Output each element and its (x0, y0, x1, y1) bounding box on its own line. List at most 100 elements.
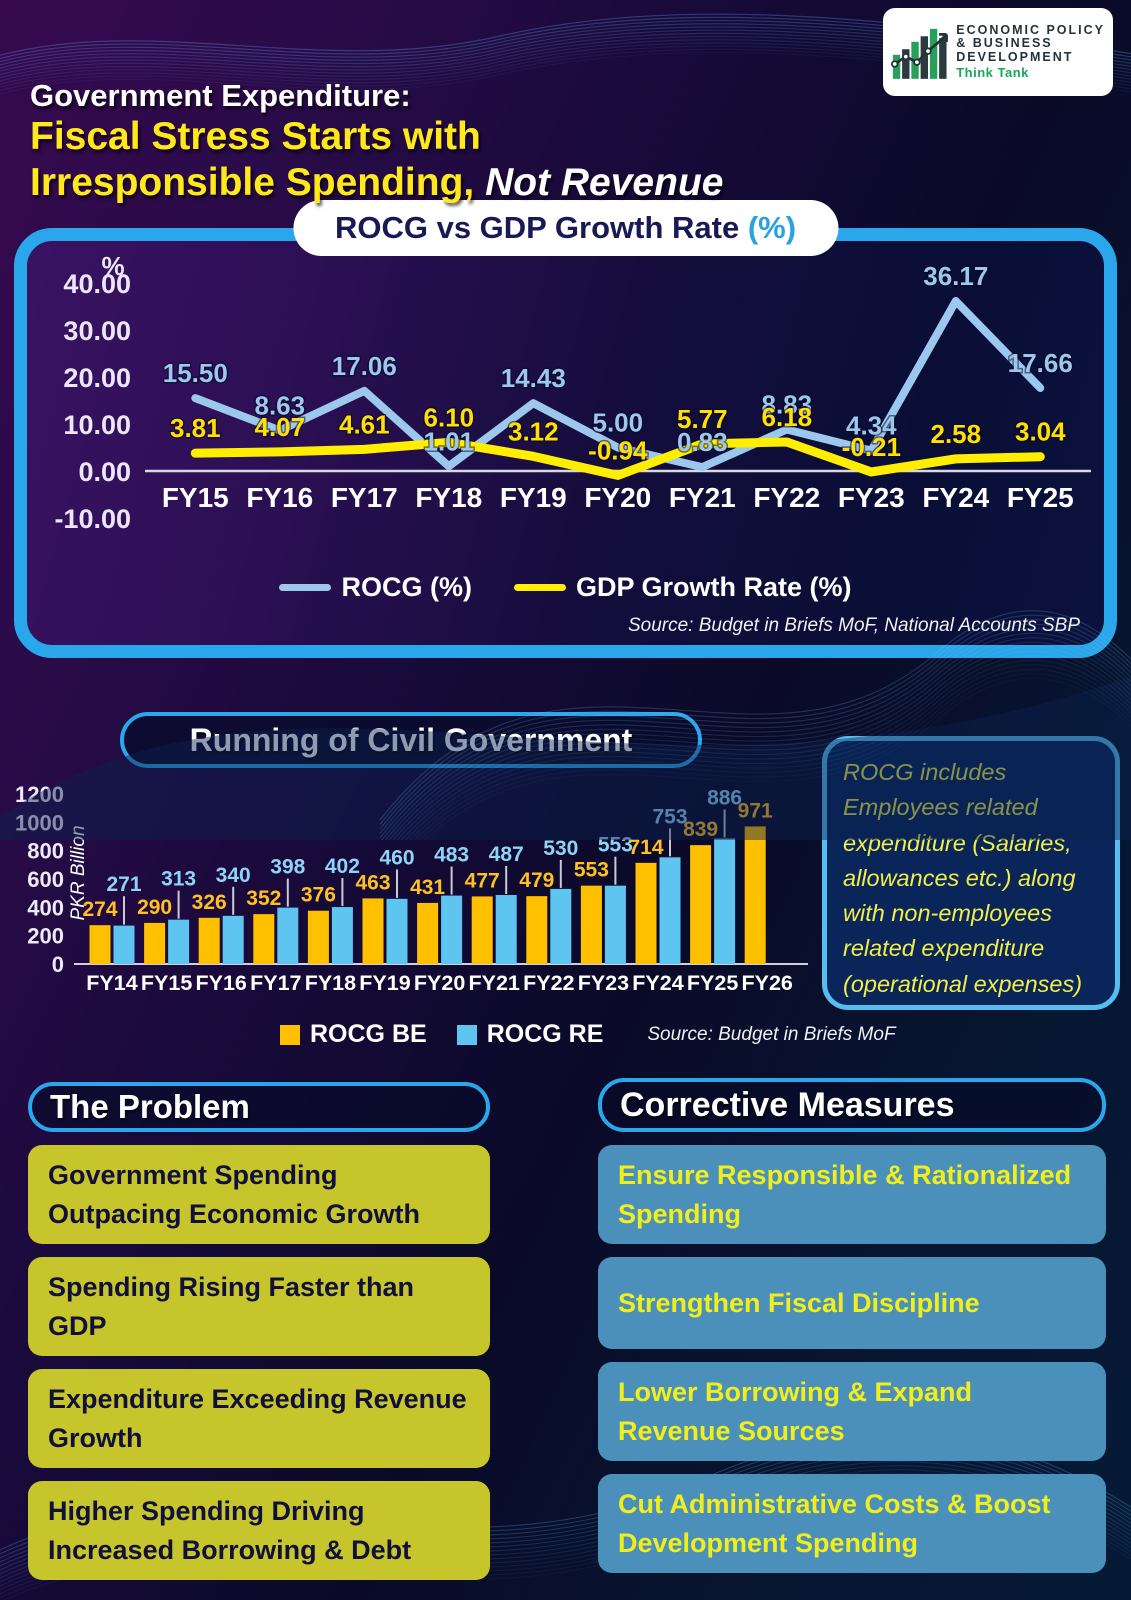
svg-text:%: % (101, 253, 124, 281)
svg-text:553: 553 (574, 859, 609, 882)
svg-text:PKR Billion: PKR Billion (68, 825, 89, 920)
measure-card-3: Lower Borrowing & Expand Revenue Sources (598, 1362, 1106, 1461)
svg-text:326: 326 (192, 891, 227, 914)
svg-text:4.34: 4.34 (846, 411, 897, 441)
svg-text:-0.94: -0.94 (588, 435, 648, 465)
svg-text:600: 600 (27, 867, 64, 892)
svg-text:FY25: FY25 (687, 971, 738, 995)
svg-text:290: 290 (137, 896, 172, 919)
svg-text:274: 274 (82, 898, 117, 921)
svg-text:0.00: 0.00 (78, 457, 131, 487)
title-line-3-emphasis: Not Revenue (485, 161, 724, 205)
svg-text:398: 398 (270, 856, 305, 879)
legend-item-rocg-be: ROCG BE (280, 1020, 427, 1049)
svg-text:553: 553 (598, 834, 633, 857)
svg-text:477: 477 (465, 869, 500, 892)
measure-card-2: Strengthen Fiscal Discipline (598, 1257, 1106, 1349)
measure-card-1: Ensure Responsible & Rationalized Spendi… (598, 1145, 1106, 1244)
svg-text:FY14: FY14 (86, 971, 137, 995)
problem-card-4: Higher Spending Driving Increased Borrow… (28, 1481, 490, 1580)
svg-text:40.00: 40.00 (63, 269, 131, 299)
svg-text:FY19: FY19 (359, 971, 410, 995)
rocg-line-swatch (279, 584, 332, 591)
svg-text:479: 479 (519, 869, 554, 892)
svg-text:FY16: FY16 (246, 482, 313, 513)
svg-text:FY23: FY23 (838, 482, 905, 513)
title-line-3: Irresponsible Spending, Not Revenue (30, 161, 724, 205)
svg-text:FY15: FY15 (141, 971, 192, 995)
svg-text:30.00: 30.00 (63, 316, 131, 346)
svg-text:FY24: FY24 (632, 971, 683, 995)
svg-text:FY17: FY17 (331, 482, 398, 513)
svg-text:FY17: FY17 (250, 971, 301, 995)
svg-text:FY15: FY15 (162, 482, 229, 513)
svg-text:463: 463 (355, 871, 390, 894)
svg-text:8.83: 8.83 (761, 389, 812, 419)
svg-text:3.04: 3.04 (1015, 417, 1066, 447)
legend-item-gdp: GDP Growth Rate (%) (513, 572, 852, 603)
svg-text:FY22: FY22 (523, 971, 574, 995)
svg-text:36.17: 36.17 (923, 261, 988, 291)
svg-text:3.81: 3.81 (170, 413, 221, 443)
svg-text:FY26: FY26 (742, 971, 793, 995)
svg-text:800: 800 (27, 839, 64, 864)
svg-text:FY20: FY20 (414, 971, 465, 995)
svg-text:4.07: 4.07 (254, 412, 305, 442)
line-chart-title-percent: (%) (747, 210, 797, 245)
problem-card-3: Expenditure Exceeding Revenue Growth (28, 1369, 490, 1468)
svg-text:FY19: FY19 (500, 482, 567, 513)
svg-text:886: 886 (707, 786, 742, 809)
svg-text:971: 971 (738, 799, 773, 822)
svg-text:839: 839 (683, 818, 718, 841)
svg-text:FY20: FY20 (584, 482, 651, 513)
svg-text:FY16: FY16 (196, 971, 247, 995)
svg-text:714: 714 (628, 836, 663, 859)
svg-text:5.00: 5.00 (592, 408, 643, 438)
legend-item-rocg: ROCG (%) (279, 572, 472, 603)
line-chart-legend: ROCG (%) GDP Growth Rate (%) (27, 572, 1104, 603)
svg-text:1000: 1000 (16, 810, 64, 835)
svg-text:753: 753 (652, 805, 687, 828)
bar-chart-legend: ROCG BE ROCG RE Source: Budget in Briefs… (280, 1020, 896, 1049)
measures-section: Corrective Measures Ensure Responsible &… (598, 1078, 1106, 1573)
svg-text:483: 483 (434, 844, 469, 867)
svg-text:431: 431 (410, 876, 445, 899)
svg-text:FY22: FY22 (753, 482, 820, 513)
measures-section-header: Corrective Measures (598, 1078, 1106, 1132)
svg-text:0.83: 0.83 (677, 427, 728, 457)
svg-text:6.18: 6.18 (761, 402, 812, 432)
rocg-be-swatch (280, 1024, 300, 1045)
svg-text:15.50: 15.50 (163, 358, 228, 388)
bar-chart-source: Source: Budget in Briefs MoF (647, 1023, 896, 1045)
svg-text:FY24: FY24 (922, 482, 989, 513)
svg-text:20.00: 20.00 (63, 363, 131, 393)
line-chart-panel: ROCG vs GDP Growth Rate (%) % 40.00 30.00 2… (14, 200, 1117, 658)
svg-text:530: 530 (543, 837, 578, 860)
logo-tagline: Think Tank (956, 65, 1029, 81)
gdp-line-swatch (513, 584, 566, 591)
line-chart-source: Source: Budget in Briefs MoF, National A… (627, 615, 1080, 636)
svg-text:FY18: FY18 (305, 971, 356, 995)
logo-bars-icon (891, 28, 948, 79)
svg-text:FY21: FY21 (669, 482, 736, 513)
svg-text:-10.00: -10.00 (54, 504, 131, 534)
svg-text:200: 200 (27, 924, 64, 949)
svg-text:10.00: 10.00 (63, 410, 131, 440)
org-logo: ECONOMIC POLICY & BUSINESS DEVELOPMENT T… (883, 8, 1113, 96)
svg-text:1.01: 1.01 (423, 426, 474, 456)
svg-text:4.61: 4.61 (339, 409, 390, 439)
page-title: Government Expenditure: Fiscal Stress St… (30, 78, 723, 206)
legend-item-rocg-re: ROCG RE (456, 1020, 603, 1049)
svg-text:2.58: 2.58 (930, 419, 981, 449)
line-chart-title: ROCG vs GDP Growth Rate (%) (292, 200, 839, 256)
rocg-vs-gdp-line-chart: %40.00 30.00 20.00 10.00 0.00 -10.00 FY15 FY16 F… (54, 253, 1091, 534)
svg-text:3.12: 3.12 (508, 416, 559, 446)
svg-text:5.77: 5.77 (677, 404, 728, 434)
rocg-re-swatch (456, 1024, 477, 1045)
svg-text:271: 271 (106, 873, 141, 896)
svg-text:0: 0 (52, 952, 64, 977)
logo-text-line1: ECONOMIC POLICY (956, 22, 1105, 37)
problem-card-2: Spending Rising Faster than GDP (28, 1257, 490, 1356)
svg-text:FY18: FY18 (415, 482, 482, 513)
svg-text:487: 487 (489, 843, 524, 866)
